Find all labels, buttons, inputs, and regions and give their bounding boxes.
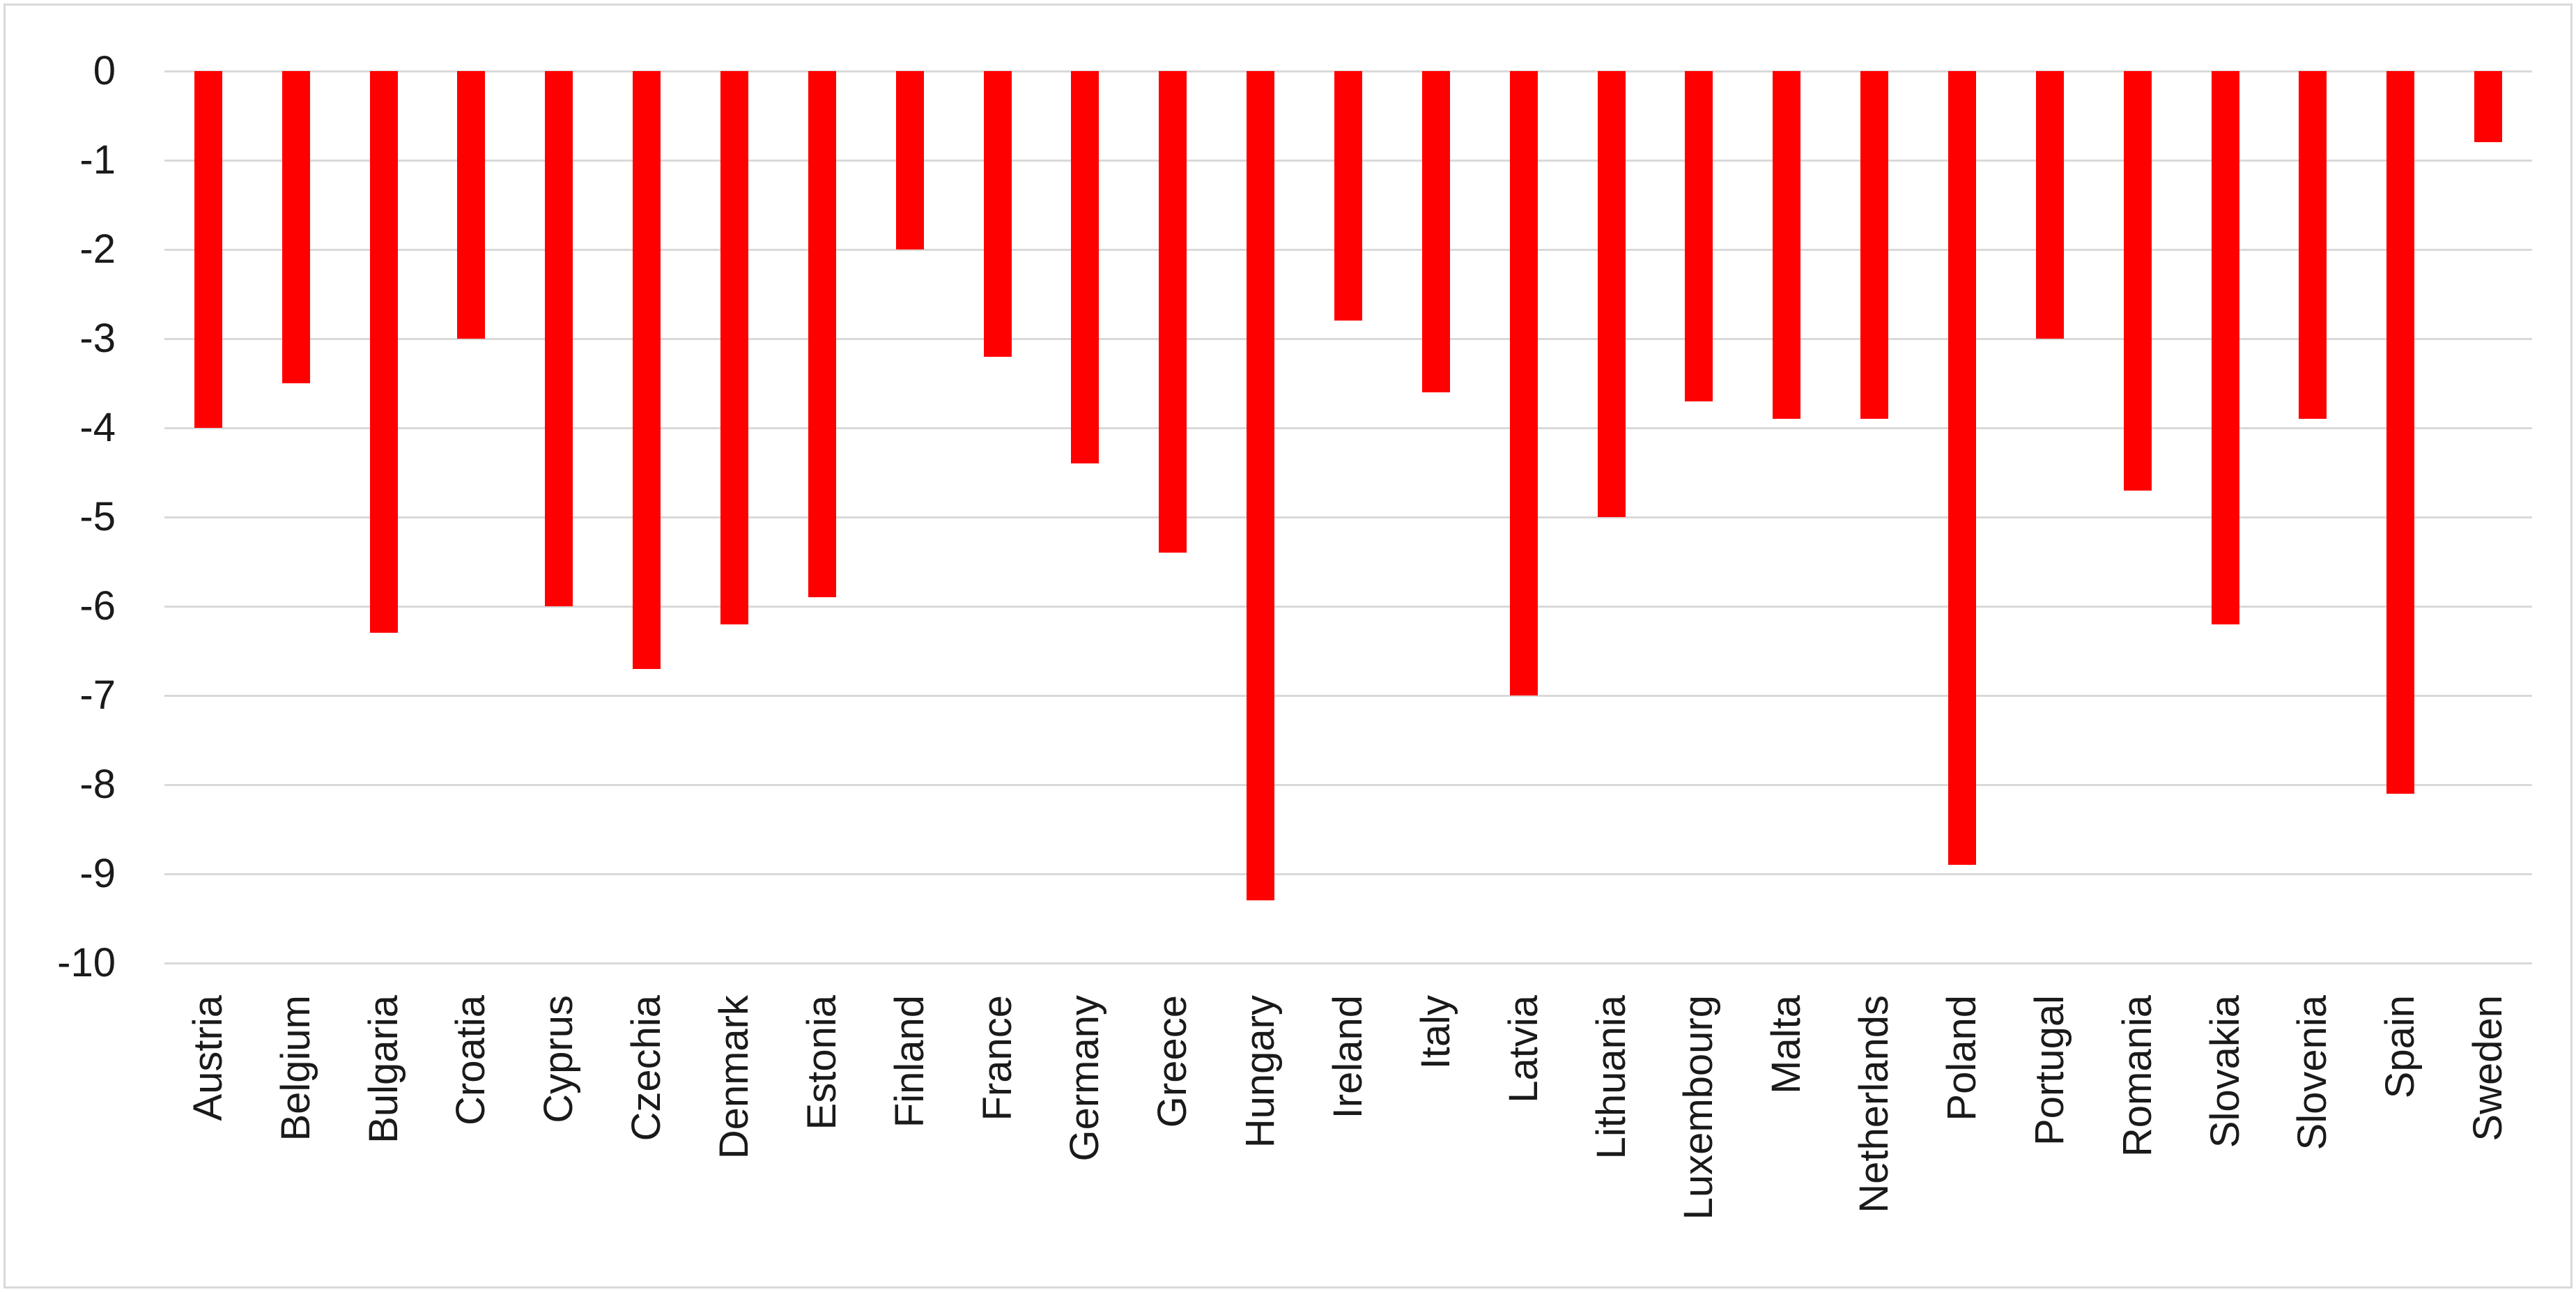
x-axis-label-luxembourg: Luxembourg (1676, 995, 1722, 1220)
y-axis-tick-label--7: -7 (79, 672, 116, 718)
bar-cyprus (545, 71, 573, 606)
bar-greece (1159, 71, 1187, 553)
x-axis-label-france: France (974, 995, 1020, 1121)
bar-spain (2386, 71, 2415, 794)
x-axis-label-portugal: Portugal (2026, 995, 2072, 1146)
bar-malta (1773, 71, 1801, 420)
bar-hungary (1247, 71, 1275, 901)
bar-latvia (1509, 71, 1538, 695)
x-axis-label-slovakia: Slovakia (2202, 995, 2248, 1148)
bar-germany (1071, 71, 1100, 464)
x-axis-label-austria: Austria (185, 995, 231, 1121)
bar-sweden (2474, 71, 2503, 143)
y-axis-tick-label--6: -6 (79, 583, 116, 629)
gridline--3 (164, 337, 2532, 340)
y-axis-tick-label-0: 0 (93, 48, 116, 93)
bar-czechia (633, 71, 661, 669)
y-axis-tick-label--1: -1 (79, 137, 116, 183)
gridline--5 (164, 516, 2532, 518)
y-axis-tick-label--10: -10 (57, 940, 116, 985)
x-axis-label-belgium: Belgium (272, 995, 318, 1141)
y-axis-tick-label--3: -3 (79, 316, 116, 361)
y-axis-tick-label--4: -4 (79, 405, 116, 450)
x-axis-label-finland: Finland (886, 995, 932, 1128)
x-axis-label-estonia: Estonia (799, 995, 844, 1130)
bar-netherlands (1860, 71, 1889, 420)
x-axis-label-cyprus: Cyprus (536, 995, 582, 1123)
x-axis-label-czechia: Czechia (624, 995, 670, 1141)
bar-bulgaria (369, 71, 398, 633)
gridline--6 (164, 605, 2532, 608)
bar-ireland (1334, 71, 1362, 321)
bar-estonia (808, 71, 836, 598)
x-axis-label-croatia: Croatia (448, 995, 494, 1125)
x-axis-label-romania: Romania (2114, 995, 2160, 1158)
bar-italy (1421, 71, 1450, 392)
bar-belgium (281, 71, 310, 383)
gridline--7 (164, 694, 2532, 697)
x-axis-label-malta: Malta (1764, 995, 1810, 1094)
x-axis-label-poland: Poland (1938, 995, 1984, 1121)
bar-lithuania (1597, 71, 1626, 517)
x-axis-label-greece: Greece (1150, 995, 1196, 1128)
plot-area (164, 70, 2532, 964)
x-axis-label-latvia: Latvia (1500, 995, 1546, 1103)
x-axis-label-netherlands: Netherlands (1851, 995, 1897, 1213)
x-axis-label-bulgaria: Bulgaria (360, 995, 406, 1144)
bar-luxembourg (1685, 71, 1713, 401)
y-axis-tick-label--5: -5 (79, 494, 116, 539)
bar-denmark (720, 71, 749, 624)
gridline--4 (164, 426, 2532, 429)
bar-portugal (2035, 71, 2064, 339)
x-axis-label-denmark: Denmark (711, 995, 757, 1160)
x-axis-label-lithuania: Lithuania (1588, 995, 1634, 1160)
chart-frame: 0 -1 -2 -3 -4 -5 -6 -7 -8 -9 -10 Austria Belgium Bul… (3, 3, 2573, 1289)
x-axis-label-sweden: Sweden (2465, 995, 2511, 1141)
gridline--8 (164, 783, 2532, 786)
bar-austria (194, 71, 222, 428)
x-axis-label-germany: Germany (1062, 995, 1108, 1162)
bar-poland (1948, 71, 1976, 866)
bar-slovakia (2211, 71, 2239, 624)
x-axis-label-hungary: Hungary (1237, 995, 1283, 1148)
bar-romania (2123, 71, 2152, 491)
x-axis-label-spain: Spain (2377, 995, 2423, 1099)
x-axis-label-slovenia: Slovenia (2290, 995, 2336, 1151)
x-axis-label-italy: Italy (1412, 995, 1458, 1070)
gridline--9 (164, 872, 2532, 875)
x-axis-label-ireland: Ireland (1325, 995, 1371, 1119)
y-axis-tick-label--9: -9 (79, 851, 116, 896)
bar-finland (895, 71, 924, 249)
bar-france (983, 71, 1012, 357)
gridline--10 (164, 962, 2532, 964)
bar-slovenia (2299, 71, 2327, 420)
y-axis-tick-label--2: -2 (79, 226, 116, 272)
y-axis-tick-label--8: -8 (79, 762, 116, 807)
bar-croatia (457, 71, 486, 339)
